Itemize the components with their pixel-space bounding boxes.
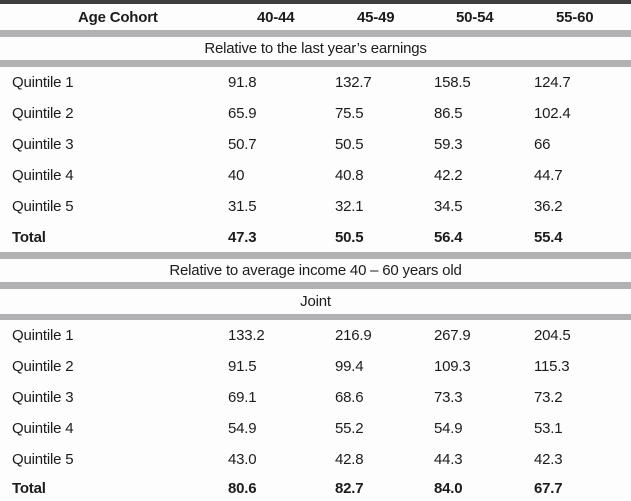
cell-value: 69.1 (228, 389, 257, 406)
cell-value: 44.7 (534, 167, 563, 184)
cell-value: 84.0 (434, 479, 463, 497)
cell-value: 67.7 (534, 479, 563, 497)
total-row: Total 47.3 50.5 56.4 55.4 (0, 222, 631, 256)
cell-value: 40 (228, 167, 245, 184)
cell-value: 99.4 (335, 358, 364, 375)
section-title-relative-average-income: Relative to average income 40 – 60 years… (169, 262, 462, 279)
cell-value: 43.0 (228, 451, 257, 468)
cell-value: 73.2 (534, 389, 563, 406)
row-label: Quintile 3 (12, 136, 74, 153)
total-row: Total 80.6 82.7 84.0 67.7 (0, 475, 631, 501)
cell-value: 66 (534, 136, 551, 153)
row-label: Quintile 2 (12, 358, 74, 375)
row-label: Total (12, 479, 46, 497)
section-title-row: Relative to the last year’s earnings (0, 34, 631, 64)
cell-value: 73.3 (434, 389, 463, 406)
cell-value: 80.6 (228, 479, 257, 497)
header-col-50-54: 50-54 (456, 8, 494, 26)
section-title-last-year-earnings: Relative to the last year’s earnings (204, 40, 427, 57)
cell-value: 42.3 (534, 451, 563, 468)
row-label: Quintile 4 (12, 420, 74, 437)
row-label: Quintile 2 (12, 105, 74, 122)
cell-value: 132.7 (335, 74, 372, 91)
table-row: Quintile 5 43.0 42.8 44.3 42.3 (0, 444, 631, 475)
row-label: Quintile 1 (12, 327, 74, 344)
table-row: Quintile 4 54.9 55.2 54.9 53.1 (0, 413, 631, 444)
row-label: Total (12, 228, 46, 246)
cell-value: 54.9 (434, 420, 463, 437)
cell-value: 55.4 (534, 228, 563, 246)
header-col-45-49: 45-49 (357, 8, 395, 26)
cell-value: 42.2 (434, 167, 463, 184)
table-row: Quintile 3 50.7 50.5 59.3 66 (0, 129, 631, 160)
cell-value: 267.9 (434, 327, 471, 344)
row-label: Quintile 5 (12, 198, 74, 215)
cell-value: 102.4 (534, 105, 571, 122)
cell-value: 91.8 (228, 74, 257, 91)
table-row: Quintile 3 69.1 68.6 73.3 73.2 (0, 382, 631, 413)
cell-value: 44.3 (434, 451, 463, 468)
header-age-cohort: Age Cohort (78, 8, 158, 26)
cell-value: 50.5 (335, 136, 364, 153)
cell-value: 50.5 (335, 228, 364, 246)
cell-value: 50.7 (228, 136, 257, 153)
section-title-row: Relative to average income 40 – 60 years… (0, 256, 631, 286)
cell-value: 54.9 (228, 420, 257, 437)
cell-value: 65.9 (228, 105, 257, 122)
cell-value: 109.3 (434, 358, 471, 375)
cell-value: 75.5 (335, 105, 364, 122)
cell-value: 56.4 (434, 228, 463, 246)
section-title-row: Joint (0, 286, 631, 317)
table-row: Quintile 1 91.8 132.7 158.5 124.7 (0, 64, 631, 99)
table-row: Quintile 2 91.5 99.4 109.3 115.3 (0, 351, 631, 382)
header-row: Age Cohort 40-44 45-49 50-54 55-60 (0, 2, 631, 34)
cell-value: 158.5 (434, 74, 471, 91)
cell-value: 204.5 (534, 327, 571, 344)
row-label: Quintile 5 (12, 451, 74, 468)
cell-value: 32.1 (335, 198, 364, 215)
cell-value: 34.5 (434, 198, 463, 215)
cell-value: 91.5 (228, 358, 257, 375)
cell-value: 133.2 (228, 327, 265, 344)
cell-value: 36.2 (534, 198, 563, 215)
cell-value: 40.8 (335, 167, 364, 184)
cell-value: 86.5 (434, 105, 463, 122)
cell-value: 59.3 (434, 136, 463, 153)
cell-value: 124.7 (534, 74, 571, 91)
row-label: Quintile 4 (12, 167, 74, 184)
cell-value: 68.6 (335, 389, 364, 406)
table-row: Quintile 5 31.5 32.1 34.5 36.2 (0, 191, 631, 222)
cell-value: 55.2 (335, 420, 364, 437)
cell-value: 42.8 (335, 451, 364, 468)
row-label: Quintile 3 (12, 389, 74, 406)
header-col-40-44: 40-44 (257, 8, 295, 26)
table-row: Quintile 4 40 40.8 42.2 44.7 (0, 160, 631, 191)
cell-value: 115.3 (534, 358, 570, 375)
table-row: Quintile 1 133.2 216.9 267.9 204.5 (0, 317, 631, 351)
header-col-55-60: 55-60 (556, 8, 594, 26)
cell-value: 47.3 (228, 228, 257, 246)
cell-value: 216.9 (335, 327, 372, 344)
cell-value: 53.1 (534, 420, 563, 437)
row-label: Quintile 1 (12, 74, 74, 91)
section-title-joint: Joint (300, 293, 331, 310)
cell-value: 82.7 (335, 479, 364, 497)
table-row: Quintile 2 65.9 75.5 86.5 102.4 (0, 98, 631, 129)
cell-value: 31.5 (228, 198, 257, 215)
